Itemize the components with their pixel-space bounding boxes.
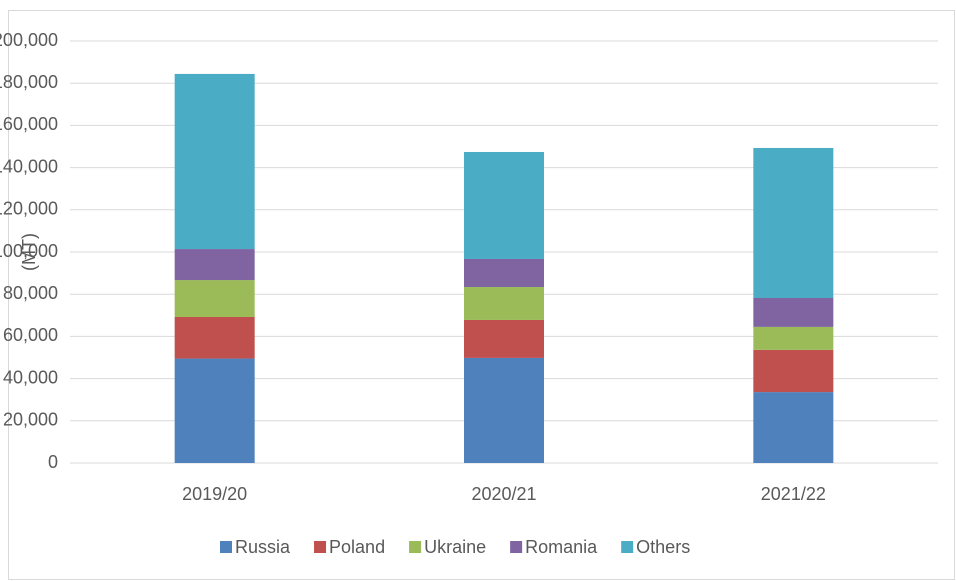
bar-segment <box>464 319 544 358</box>
legend-swatch <box>220 541 232 553</box>
y-tick-label: 180,000 <box>0 72 58 92</box>
y-tick-label: 160,000 <box>0 114 58 134</box>
legend-label: Poland <box>329 537 385 557</box>
legend-swatch <box>314 541 327 553</box>
x-tick-label: 2021/22 <box>761 484 826 504</box>
bar-segment <box>174 280 255 317</box>
bar-segment <box>753 349 834 393</box>
x-tick-label: 2020/21 <box>471 484 536 504</box>
bar-segment <box>753 392 834 463</box>
legend-label: Ukraine <box>424 537 486 557</box>
y-tick-label: 120,000 <box>0 199 58 219</box>
bar-segment <box>464 151 544 259</box>
y-tick-label: 0 <box>48 452 58 472</box>
bar-segment <box>464 287 544 320</box>
y-tick-label: 140,000 <box>0 156 58 176</box>
bar-segment <box>174 316 255 359</box>
legend-label: Romania <box>525 537 598 557</box>
bar-segment <box>174 73 255 250</box>
y-tick-label: 80,000 <box>3 283 58 303</box>
x-tick-label: 2019/20 <box>182 484 247 504</box>
y-axis-title: (MT) <box>19 233 39 271</box>
bar-segment <box>753 297 834 327</box>
bar-segment <box>753 326 834 350</box>
bar-segment <box>464 258 544 288</box>
legend-swatch <box>510 541 523 553</box>
bar-segment <box>174 358 255 463</box>
y-tick-label: 60,000 <box>3 325 58 345</box>
y-tick-label: 40,000 <box>3 367 58 387</box>
legend-label: Russia <box>235 537 291 557</box>
y-tick-label: 100,000 <box>0 241 58 261</box>
legend-label: Others <box>636 537 690 557</box>
y-tick-label: 200,000 <box>0 30 58 50</box>
legend-swatch <box>409 541 422 553</box>
bar-segment <box>753 147 834 298</box>
legend-swatch <box>621 541 634 553</box>
y-tick-label: 20,000 <box>3 410 58 430</box>
bar-segment <box>174 249 255 281</box>
bar-segment <box>464 357 544 463</box>
